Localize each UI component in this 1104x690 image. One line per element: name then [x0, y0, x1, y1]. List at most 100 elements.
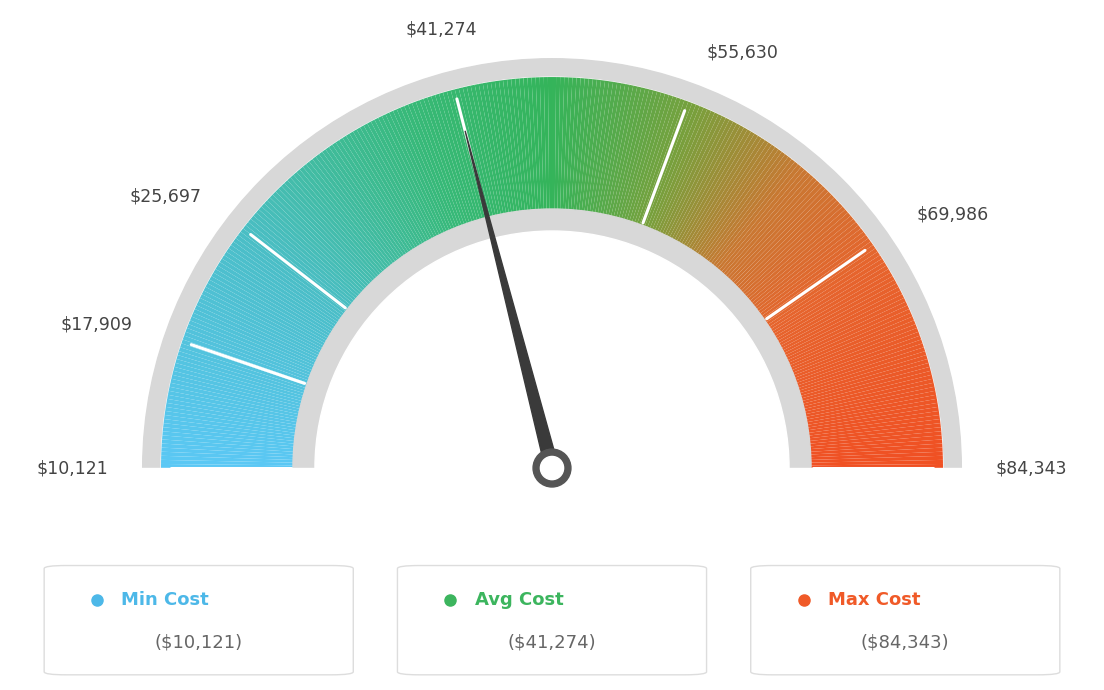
Wedge shape: [390, 111, 447, 235]
Wedge shape: [463, 86, 496, 218]
Wedge shape: [794, 339, 923, 386]
Wedge shape: [374, 118, 438, 239]
Text: $10,121: $10,121: [36, 459, 108, 477]
Wedge shape: [793, 332, 920, 381]
Wedge shape: [578, 79, 597, 213]
Wedge shape: [226, 248, 340, 326]
Wedge shape: [262, 204, 363, 297]
Text: $84,343: $84,343: [996, 459, 1068, 477]
Wedge shape: [805, 403, 938, 428]
Wedge shape: [657, 111, 714, 235]
Wedge shape: [312, 157, 396, 265]
Wedge shape: [285, 180, 379, 281]
Wedge shape: [475, 84, 503, 217]
Wedge shape: [767, 255, 882, 331]
Wedge shape: [161, 464, 296, 468]
Wedge shape: [243, 225, 351, 310]
Wedge shape: [248, 219, 354, 306]
Wedge shape: [170, 383, 301, 415]
Wedge shape: [412, 101, 463, 228]
Wedge shape: [798, 359, 928, 399]
Wedge shape: [427, 96, 473, 225]
Wedge shape: [718, 170, 807, 274]
FancyBboxPatch shape: [44, 566, 353, 675]
Wedge shape: [808, 435, 942, 449]
Wedge shape: [329, 145, 407, 257]
Wedge shape: [161, 444, 296, 455]
Wedge shape: [771, 262, 887, 335]
Wedge shape: [709, 159, 795, 267]
Wedge shape: [166, 403, 299, 428]
Wedge shape: [401, 106, 455, 232]
Wedge shape: [752, 222, 859, 308]
Wedge shape: [213, 269, 331, 339]
Wedge shape: [420, 99, 468, 226]
Bar: [99, 468, 1005, 566]
Wedge shape: [784, 302, 907, 362]
Wedge shape: [699, 147, 778, 259]
Wedge shape: [744, 210, 848, 300]
Wedge shape: [763, 245, 875, 324]
Wedge shape: [171, 375, 302, 409]
Wedge shape: [792, 328, 919, 379]
Wedge shape: [728, 183, 822, 283]
Wedge shape: [276, 188, 372, 286]
Wedge shape: [282, 183, 376, 283]
Wedge shape: [808, 460, 943, 465]
Wedge shape: [563, 77, 573, 212]
Wedge shape: [795, 344, 924, 388]
Wedge shape: [511, 79, 528, 213]
Wedge shape: [264, 200, 365, 295]
Wedge shape: [774, 273, 893, 342]
Wedge shape: [775, 276, 894, 344]
Wedge shape: [202, 290, 323, 354]
Wedge shape: [177, 355, 306, 397]
Wedge shape: [168, 391, 300, 420]
Wedge shape: [189, 320, 315, 373]
Wedge shape: [163, 419, 297, 439]
Text: ($84,343): ($84,343): [861, 634, 949, 652]
Wedge shape: [404, 104, 457, 230]
Wedge shape: [749, 216, 853, 304]
Wedge shape: [705, 154, 788, 264]
Wedge shape: [680, 130, 751, 247]
Wedge shape: [622, 92, 661, 221]
Wedge shape: [258, 206, 361, 298]
Wedge shape: [491, 81, 514, 215]
Wedge shape: [634, 97, 680, 226]
Text: Avg Cost: Avg Cost: [475, 591, 563, 609]
Wedge shape: [162, 431, 297, 446]
Wedge shape: [613, 88, 649, 219]
Wedge shape: [241, 228, 349, 313]
Wedge shape: [779, 287, 901, 352]
Text: Min Cost: Min Cost: [121, 591, 209, 609]
Wedge shape: [470, 85, 501, 217]
Text: ($41,274): ($41,274): [508, 634, 596, 652]
Wedge shape: [611, 88, 645, 219]
Wedge shape: [353, 130, 424, 247]
Text: $69,986: $69,986: [916, 206, 988, 224]
Wedge shape: [800, 371, 932, 407]
Wedge shape: [210, 276, 329, 344]
Wedge shape: [346, 134, 420, 250]
Wedge shape: [256, 210, 360, 300]
Wedge shape: [360, 126, 428, 244]
Wedge shape: [576, 79, 593, 213]
Wedge shape: [215, 266, 332, 337]
Wedge shape: [782, 294, 904, 356]
Wedge shape: [733, 192, 831, 288]
Wedge shape: [205, 284, 326, 349]
Wedge shape: [185, 328, 312, 379]
Text: $55,630: $55,630: [707, 43, 778, 61]
Wedge shape: [294, 172, 384, 275]
Wedge shape: [174, 363, 305, 402]
Wedge shape: [161, 448, 296, 457]
Wedge shape: [162, 427, 297, 444]
Wedge shape: [649, 106, 703, 232]
Wedge shape: [800, 367, 931, 404]
Wedge shape: [669, 119, 733, 241]
Wedge shape: [245, 222, 352, 308]
Wedge shape: [231, 241, 343, 322]
Wedge shape: [197, 302, 320, 362]
Wedge shape: [758, 235, 869, 317]
